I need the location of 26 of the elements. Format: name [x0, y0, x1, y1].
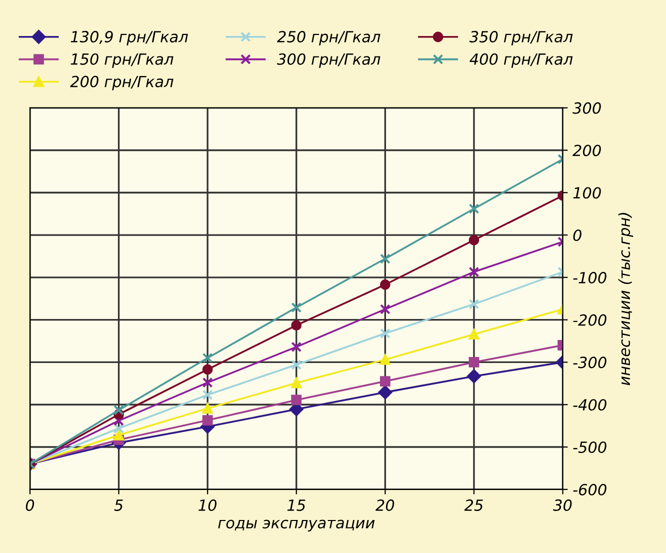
y-tick-label: -400	[573, 399, 606, 411]
legend-label: 300 грн/Гкал	[277, 53, 380, 68]
x-tick-label: 30	[553, 499, 572, 511]
x-tick-label: 25	[464, 499, 483, 511]
legend-label: 130,9 грн/Гкал	[70, 30, 188, 46]
legend-label: 200 грн/Гкал	[70, 76, 174, 90]
legend-label: 400 грн/Гкал	[470, 53, 573, 68]
x-axis-title: годы эксплуатации	[218, 520, 375, 532]
legend-label: 350 грн/Гкал	[469, 30, 573, 46]
y-tick-label: 0	[573, 229, 582, 242]
y-tick-label: -200	[573, 314, 606, 326]
x-tick-label: 15	[287, 500, 306, 511]
y-tick-label: -100	[573, 272, 606, 284]
y-tick-label: 100	[573, 187, 601, 199]
legend-label: 250 грн/Гкал	[277, 30, 380, 46]
y-axis-title: инвестиции (тыс.грн)	[618, 212, 634, 386]
x-tick-label: 20	[376, 499, 394, 511]
y-tick-label: -600	[573, 484, 606, 496]
y-tick-label: -500	[573, 441, 606, 454]
y-tick-label: 300	[572, 102, 601, 114]
x-tick-label: 5	[114, 500, 123, 511]
legend-label: 150 грн/Гкал	[70, 53, 174, 68]
x-tick-label: 10	[198, 499, 217, 511]
x-tick-label: 0	[26, 499, 34, 511]
y-tick-label: 200	[572, 144, 601, 156]
y-tick-label: -300	[573, 356, 606, 368]
